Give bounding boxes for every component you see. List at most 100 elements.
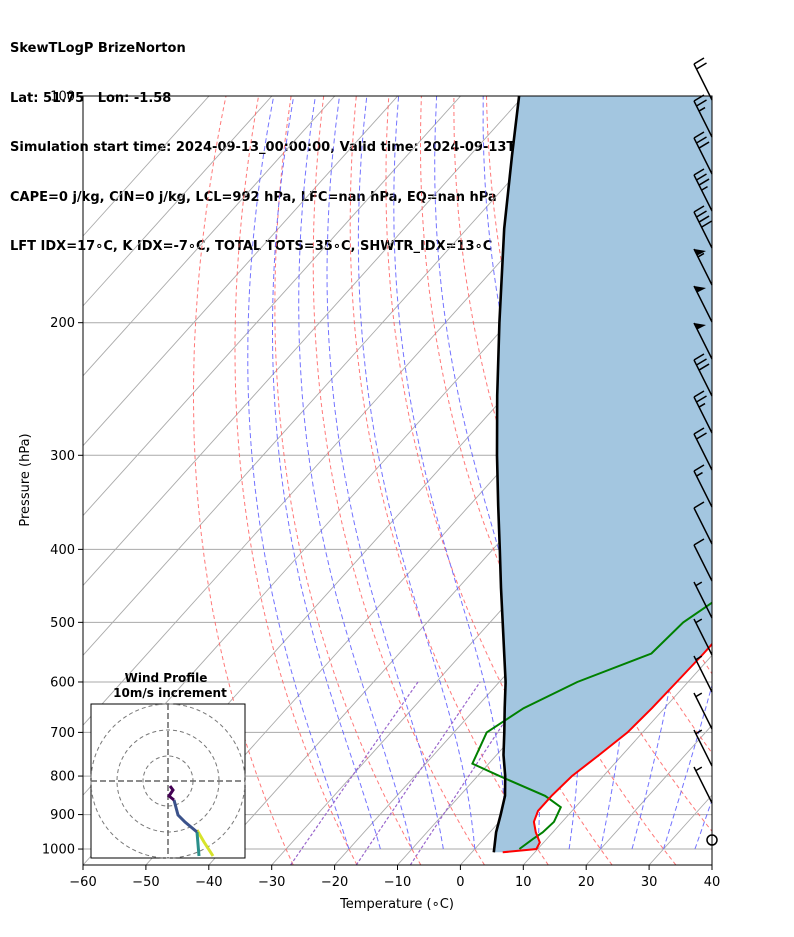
wind-barb [693,581,713,619]
cape-line: CAPE=0 j/kg, CIN=0 j/kg, LCL=992 hPa, LF… [10,189,497,205]
dry-adiabat [453,96,712,833]
barb-full [693,131,705,139]
barb-full [696,358,707,366]
barb-half [695,581,703,587]
dry-adiabat [780,96,794,865]
x-tick-label: −50 [132,875,159,890]
barb-full [696,210,707,218]
x-tick-label: 30 [641,875,658,890]
barb-staff [693,766,713,804]
mixing-ratio-line [290,681,419,865]
moist-adiabat [298,96,413,850]
barb-full [696,173,707,181]
barb-full [696,432,707,440]
isotherm [83,96,210,237]
x-tick-label: 0 [456,875,464,890]
wind-barb [693,322,713,360]
hodograph-trace-low [195,829,215,857]
x-tick-label: −40 [195,875,222,890]
wind-barb [693,131,713,175]
barb-staff [693,470,713,508]
isotherm [711,864,712,865]
fill-layer [493,96,712,853]
wind-barb [693,692,713,730]
barb-full [696,136,707,144]
barb-staff [693,63,713,101]
barb-full [693,464,705,472]
barb-staff [693,100,713,138]
y-axis-label: Pressure (hPa) [18,433,33,526]
isotherm [522,654,712,865]
x-axis-label: Temperature (∘C) [339,897,454,912]
isotherm [585,724,712,865]
series-layer [471,96,712,854]
isotherm [83,96,399,447]
chart-title: SkewTLogP BrizeNorton [10,41,186,56]
barb-staff [693,544,713,582]
dry-adiabat [234,96,358,865]
barb-half [695,766,703,772]
x-tick-label: 40 [704,875,721,890]
temperature-line [502,642,712,854]
isotherm [83,96,461,517]
barb-staff [693,433,713,471]
wind-barb [693,538,713,582]
x-tick-label: 10 [515,875,532,890]
y-tick-label: 300 [50,449,75,464]
barb-staff [693,692,713,730]
barb-staff [693,359,713,397]
barb-staff [693,396,713,434]
moist-adiabat [326,96,444,850]
dry-adiabat [349,96,549,865]
barb-full [698,363,710,371]
wind-barb [693,501,713,545]
isotherm [83,96,336,377]
barb-half [695,729,703,735]
wind-barb [693,353,713,397]
wind-barb [693,285,713,323]
wind-barb [693,655,713,693]
barb-full [696,395,707,403]
wind-barb [693,729,713,767]
y-tick-label: 700 [50,726,75,741]
y-tick-label: 500 [50,616,75,631]
barb-staff [693,581,713,619]
wind-barb [693,168,713,212]
isotherm [83,96,273,307]
barb-full [693,57,705,65]
wind-barb [693,618,713,656]
isotherm [145,235,712,865]
barb-flag [694,286,706,293]
barb-half [698,106,706,112]
x-tick-label: −20 [321,875,348,890]
barb-full [693,538,705,546]
hodograph-trace-mid [195,831,201,857]
barb-half [696,471,703,477]
barb-full [696,99,707,107]
moist-adiabat [357,96,476,850]
wind-barb [693,427,713,471]
moist-adiabat [247,96,350,850]
wind-barb [693,464,713,508]
parcel-profile-line [492,96,521,853]
barb-full [693,168,705,176]
location-line: Lat: 51.75 Lon: -1.58 [10,90,172,106]
dry-adiabat [274,96,422,865]
barb-full [693,390,705,398]
hodograph-trace-upper [172,799,198,834]
barb-half [695,655,703,661]
y-tick-label: 1000 [42,843,75,858]
barb-full [698,141,710,149]
wind-profile-inset: Wind Profile 10m/s increment [90,671,246,859]
barb-staff [693,211,713,249]
barb-full [693,501,705,509]
y-tick-label: 400 [50,543,75,558]
isotherm [83,96,524,587]
isotherm [83,96,587,657]
wind-barb [693,766,713,804]
moist-adiabat [272,96,381,850]
cape-cin-fill [493,96,712,853]
y-tick-label: 600 [50,675,75,690]
